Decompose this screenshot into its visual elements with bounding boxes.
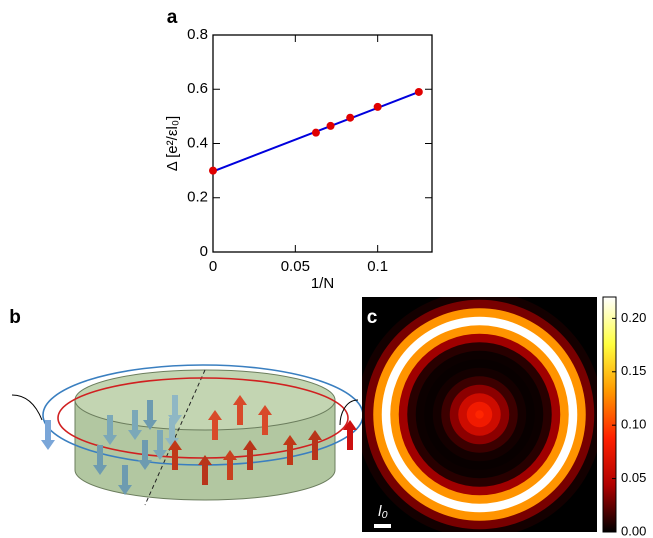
spin-shaft (172, 448, 178, 470)
scale-bar (374, 524, 391, 528)
spin-shaft (147, 400, 153, 422)
x-tick-label: 0.1 (367, 258, 388, 275)
data-point (326, 121, 335, 130)
colorbar-tick-label: 0.00 (621, 523, 646, 538)
heatmap (362, 297, 597, 532)
spin-head (233, 395, 247, 405)
spin-diagram (11, 364, 364, 506)
ring-cell (475, 410, 484, 419)
colorbar-tick-label: 0.15 (621, 363, 646, 378)
spin-head (208, 410, 222, 420)
y-tick-label: 0.8 (187, 26, 208, 43)
colorbar-tick-label: 0.05 (621, 470, 646, 485)
spin-head (258, 405, 272, 415)
spin-shaft (237, 403, 243, 425)
data-point (373, 102, 382, 111)
spin-shaft (202, 463, 208, 485)
colorbar-tick-label: 0.20 (621, 310, 646, 325)
scale-bar-label: l₀ (378, 503, 388, 520)
data-point (414, 87, 423, 96)
spin-head (283, 435, 297, 445)
spin-head (198, 455, 212, 465)
spin-head (165, 438, 179, 448)
panel-label: a (167, 7, 178, 28)
pointer (339, 399, 359, 426)
spin-shaft (312, 438, 318, 460)
spin-head (308, 430, 322, 440)
spin-head (343, 420, 357, 430)
spin-head (153, 450, 167, 460)
spin-shaft (107, 415, 113, 437)
colorbar (602, 296, 617, 533)
spin-head (138, 460, 152, 470)
spin-shaft (212, 418, 218, 440)
pointer (11, 394, 43, 421)
x-tick-label: 0.05 (281, 258, 310, 275)
spin-shaft (347, 428, 353, 450)
x-axis-label: 1/N (311, 275, 334, 292)
spin-shaft (45, 420, 51, 442)
spin-head (118, 485, 132, 495)
spin-head (93, 465, 107, 475)
spin-head (168, 440, 182, 450)
data-point (311, 128, 320, 137)
spin-shaft (97, 445, 103, 467)
spin-shaft (122, 465, 128, 487)
data-point (209, 166, 217, 175)
panel-label: c (367, 307, 378, 328)
spin-shaft (287, 443, 293, 465)
y-axis-label: Δ [e²/εl₀] (164, 116, 181, 171)
spin-head (243, 440, 257, 450)
spin-shaft (169, 418, 175, 440)
y-tick-label: 0.4 (187, 134, 208, 151)
spin-shaft (157, 430, 163, 452)
y-tick-label: 0 (200, 243, 208, 260)
spin-head (223, 450, 237, 460)
spin-head (41, 440, 55, 450)
colorbar-tick-label: 0.10 (621, 417, 646, 432)
cylinder-top (74, 369, 336, 431)
x-tick-label: 0 (209, 258, 217, 275)
y-tick-label: 0.2 (187, 189, 208, 206)
spin-shaft (262, 413, 268, 435)
plot-frame (212, 34, 433, 253)
spin-shaft (247, 448, 253, 470)
spin-head (143, 420, 157, 430)
y-tick-label: 0.6 (187, 80, 208, 97)
data-point (346, 113, 355, 122)
panel-label: b (9, 307, 21, 328)
spin-shaft (132, 410, 138, 432)
spin-head (128, 430, 142, 440)
spin-head (103, 435, 117, 445)
spin-shaft (227, 458, 233, 480)
spin-shaft (142, 440, 148, 462)
spin-shaft (172, 395, 178, 417)
